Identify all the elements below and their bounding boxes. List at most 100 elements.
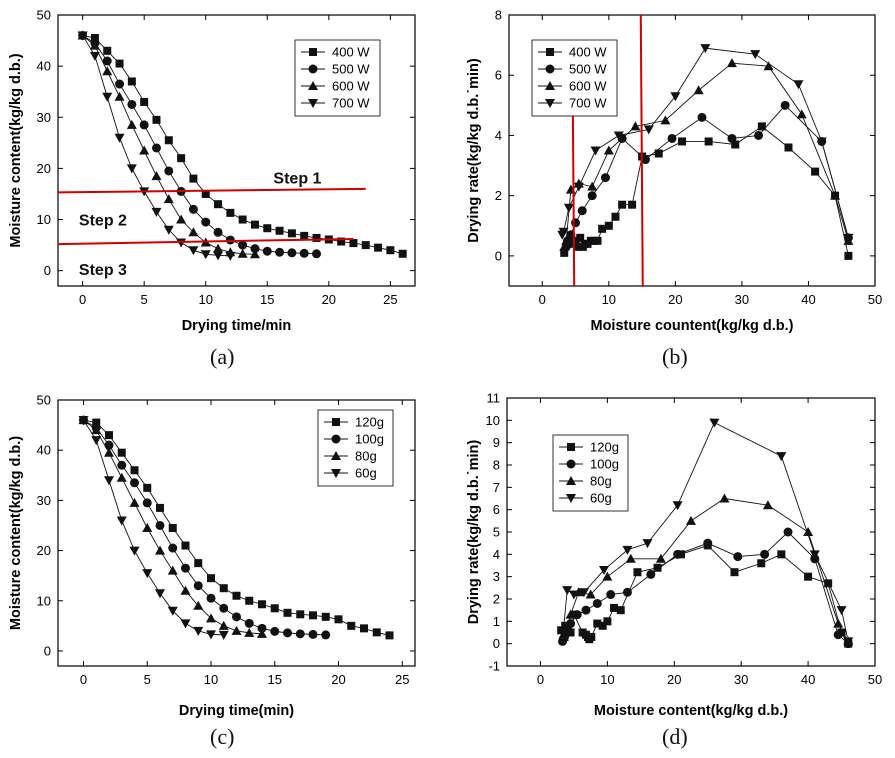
data-point xyxy=(188,227,199,237)
legend-marker xyxy=(546,48,554,56)
data-point xyxy=(114,91,125,101)
data-point xyxy=(188,246,199,256)
data-point xyxy=(193,626,204,636)
data-point xyxy=(104,447,114,457)
data-point xyxy=(843,233,854,243)
legend-label: 120g xyxy=(590,440,619,455)
series-100g xyxy=(558,527,853,649)
data-point xyxy=(232,612,241,622)
data-point xyxy=(804,572,813,581)
data-point xyxy=(115,59,124,68)
legend-marker xyxy=(331,451,341,460)
data-point xyxy=(563,203,574,213)
data-point xyxy=(206,593,216,603)
data-point xyxy=(126,119,137,129)
legend-label: 500 W xyxy=(332,62,370,77)
data-point xyxy=(218,620,229,630)
data-point xyxy=(757,559,766,568)
data-point xyxy=(590,146,601,156)
data-point xyxy=(693,85,704,95)
data-point xyxy=(709,418,720,428)
caption-d: (d) xyxy=(662,724,688,749)
data-point xyxy=(581,605,591,615)
legend-label: 700 W xyxy=(332,96,370,111)
x-tick-label: 30 xyxy=(734,672,748,687)
data-point xyxy=(213,243,224,253)
data-point xyxy=(105,431,113,440)
series-line xyxy=(563,498,849,642)
y-tick-label: 8 xyxy=(493,458,500,473)
x-tick-label: 10 xyxy=(198,292,212,307)
data-point xyxy=(104,476,114,486)
data-point xyxy=(811,167,820,176)
data-point xyxy=(214,200,223,209)
data-point xyxy=(349,239,358,248)
data-point xyxy=(188,204,198,214)
legend-marker xyxy=(331,469,341,478)
series-120g xyxy=(557,541,853,648)
series-80g xyxy=(558,493,854,646)
data-point xyxy=(155,589,165,599)
data-point xyxy=(180,585,191,595)
data-point xyxy=(299,248,309,258)
x-tick-label: 5 xyxy=(141,292,148,307)
y-tick-label: 10 xyxy=(37,212,51,227)
data-point xyxy=(312,233,321,242)
plot-frame xyxy=(508,14,876,287)
legend-marker xyxy=(545,64,555,74)
data-point xyxy=(836,606,847,616)
data-point xyxy=(622,587,632,597)
data-point xyxy=(592,598,602,608)
x-tick-label: 20 xyxy=(331,672,345,687)
data-point xyxy=(181,563,190,573)
x-tick-label: 0 xyxy=(79,292,86,307)
data-point xyxy=(843,637,854,647)
y-tick-label: 8 xyxy=(495,8,502,23)
data-point xyxy=(180,619,191,629)
x-tick-label: 10 xyxy=(602,292,616,307)
data-point xyxy=(763,61,774,71)
data-point xyxy=(578,628,587,637)
data-point xyxy=(561,235,572,245)
data-point xyxy=(200,250,211,260)
data-point xyxy=(116,472,127,482)
legend-marker xyxy=(545,99,555,108)
legend-marker xyxy=(308,99,318,108)
data-point xyxy=(193,581,203,591)
data-point xyxy=(562,586,573,596)
series-400w xyxy=(560,122,853,260)
data-point xyxy=(201,217,211,227)
data-point xyxy=(576,233,585,242)
moisture-vs-time-power-chart: 0 5 10 15 20 25 0 10 20 30 40 50 Drying time/min Mois… xyxy=(8,8,416,334)
data-point xyxy=(250,220,259,229)
data-point xyxy=(565,609,576,619)
series-line xyxy=(563,125,849,256)
legend-label: 80g xyxy=(355,449,377,464)
data-point xyxy=(643,125,654,135)
data-point xyxy=(385,631,394,640)
data-point xyxy=(727,133,737,143)
data-point xyxy=(824,579,833,588)
y-tick-label: 11 xyxy=(487,391,501,406)
data-point xyxy=(270,604,279,613)
data-point xyxy=(139,145,150,155)
data-point xyxy=(673,549,683,559)
y-tick-label: 50 xyxy=(37,393,51,408)
x-tick-label: 25 xyxy=(395,672,409,687)
data-point xyxy=(308,629,318,639)
data-point xyxy=(577,206,587,216)
data-point xyxy=(300,231,309,240)
data-point xyxy=(833,618,844,628)
data-point xyxy=(670,92,681,102)
legend-marker xyxy=(567,443,575,451)
y-tick-label: 3 xyxy=(493,569,500,584)
data-point xyxy=(115,79,125,89)
x-axis-label: Drying time(min) xyxy=(179,703,294,719)
legend-marker xyxy=(566,494,576,503)
data-point xyxy=(600,173,610,183)
y-tick-label: 0 xyxy=(493,636,500,651)
data-point xyxy=(776,452,787,462)
data-point xyxy=(287,248,297,258)
x-tick-label: 0 xyxy=(537,672,544,687)
data-point xyxy=(754,130,764,140)
